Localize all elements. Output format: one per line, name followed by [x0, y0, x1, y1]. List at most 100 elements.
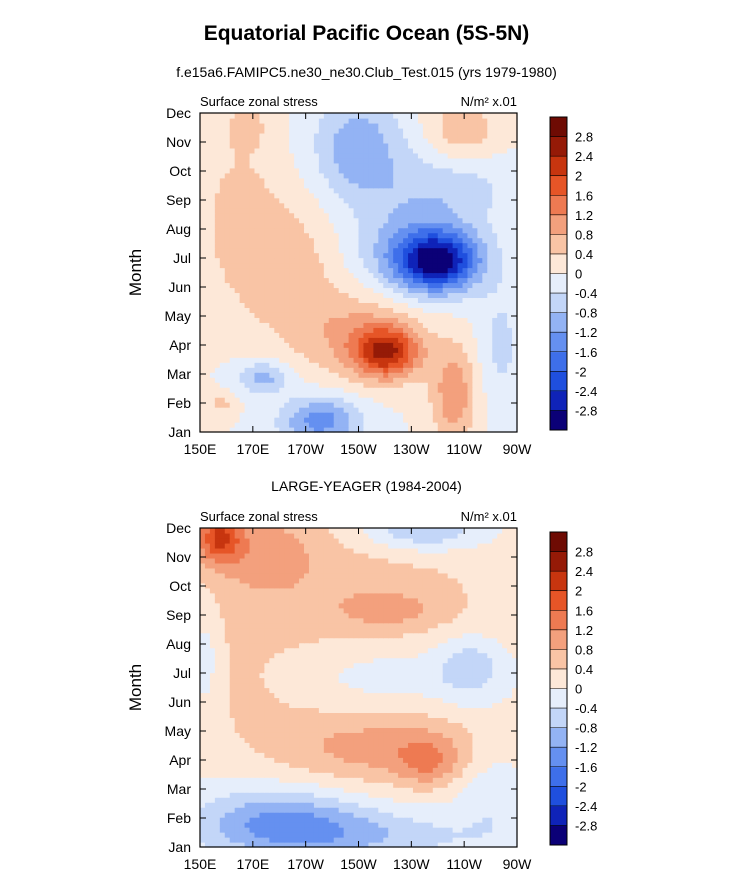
y-tick-label: Dec: [166, 105, 191, 121]
heatmap-cell: [412, 177, 419, 184]
heatmap-cell: [447, 157, 454, 164]
heatmap-cell: [452, 122, 459, 129]
heatmap-cell: [408, 292, 414, 299]
heatmap-cell: [284, 402, 290, 408]
heatmap-cell: [299, 382, 305, 388]
heatmap-cell: [279, 272, 285, 279]
heatmap-cell: [299, 257, 305, 264]
heatmap-cell: [219, 147, 226, 154]
heatmap-cell: [328, 812, 335, 818]
heatmap-cell: [388, 157, 394, 164]
heatmap-cell: [512, 147, 518, 154]
heatmap-cell: [412, 122, 419, 129]
heatmap-cell: [393, 412, 399, 418]
heatmap-cell: [363, 412, 369, 418]
heatmap-cell: [482, 812, 488, 818]
heatmap-cell: [408, 307, 414, 313]
heatmap-cell: [259, 277, 265, 284]
heatmap-cell: [487, 122, 493, 129]
heatmap-cell: [388, 352, 394, 358]
heatmap-cell: [204, 787, 211, 793]
heatmap-cell: [259, 117, 265, 124]
heatmap-cell: [383, 327, 389, 333]
heatmap-cell: [442, 167, 449, 174]
heatmap-cell: [398, 257, 404, 264]
colorbar-label: -2: [575, 364, 587, 379]
x-tick-label: 110W: [446, 441, 482, 457]
heatmap-cell: [422, 297, 429, 303]
heatmap-cell: [388, 132, 394, 139]
heatmap-cell: [214, 157, 221, 164]
heatmap-cell: [393, 232, 399, 239]
heatmap-cell: [200, 302, 206, 308]
heatmap-cell: [477, 417, 483, 423]
heatmap-cell: [457, 132, 464, 139]
heatmap-cell: [279, 167, 285, 174]
heatmap-cell: [502, 812, 508, 818]
heatmap-cell: [363, 222, 369, 229]
heatmap-cell: [279, 352, 285, 358]
heatmap-cell: [323, 117, 330, 124]
heatmap-cell: [447, 232, 454, 239]
heatmap-cell: [437, 812, 444, 818]
heatmap-cell: [368, 362, 374, 368]
heatmap-cell: [412, 417, 419, 423]
heatmap-cell: [507, 212, 513, 219]
heatmap-cell: [472, 397, 478, 403]
heatmap-cell: [373, 127, 379, 134]
heatmap-cell: [318, 812, 325, 818]
heatmap-cell: [224, 812, 231, 818]
heatmap-cell: [487, 312, 493, 318]
heatmap-cell: [477, 422, 483, 428]
heatmap-cell: [447, 402, 454, 408]
heatmap-cell: [234, 792, 241, 798]
heatmap-cell: [447, 332, 454, 338]
heatmap-cell: [487, 232, 493, 239]
heatmap-cell: [304, 402, 310, 408]
heatmap-cell: [294, 157, 300, 164]
heatmap-cell: [304, 322, 310, 328]
heatmap-cell: [378, 252, 384, 259]
heatmap-cell: [472, 177, 478, 184]
heatmap-cell: [427, 842, 434, 848]
heatmap-cell: [388, 322, 394, 328]
heatmap-cell: [234, 357, 241, 363]
heatmap-cell: [318, 247, 325, 254]
heatmap-cell: [358, 297, 365, 303]
heatmap-cell: [289, 132, 295, 139]
heatmap-cell: [427, 307, 434, 313]
heatmap-cell: [294, 357, 300, 363]
heatmap-cell: [200, 377, 206, 383]
heatmap-cell: [328, 277, 335, 284]
heatmap-cell: [457, 827, 464, 833]
heatmap-cell: [239, 837, 246, 843]
heatmap-cell: [284, 257, 290, 264]
heatmap-cell: [279, 187, 285, 194]
heatmap-cell: [447, 277, 454, 284]
heatmap-cell: [452, 317, 459, 323]
heatmap-cell: [269, 307, 275, 313]
heatmap-cell: [497, 392, 503, 398]
heatmap-cell: [224, 817, 231, 823]
heatmap-cell: [284, 832, 290, 838]
heatmap-cell: [462, 152, 469, 159]
heatmap-cell: [244, 197, 251, 204]
heatmap-cell: [432, 387, 439, 393]
heatmap-cell: [219, 422, 226, 428]
heatmap-cell: [412, 252, 419, 259]
heatmap-cell: [388, 212, 394, 219]
heatmap-cell: [442, 842, 449, 848]
heatmap-cell: [289, 167, 295, 174]
heatmap-cell: [284, 352, 290, 358]
heatmap-cell: [437, 267, 444, 274]
heatmap-cell: [467, 117, 474, 124]
heatmap-cell: [244, 392, 251, 398]
heatmap-cell: [204, 122, 211, 129]
heatmap-cell: [512, 787, 518, 793]
heatmap-cell: [373, 152, 379, 159]
heatmap-cell: [482, 132, 488, 139]
heatmap-cell: [299, 782, 305, 788]
heatmap-cell: [462, 417, 469, 423]
heatmap-cell: [348, 422, 355, 428]
heatmap-cell: [323, 372, 330, 378]
